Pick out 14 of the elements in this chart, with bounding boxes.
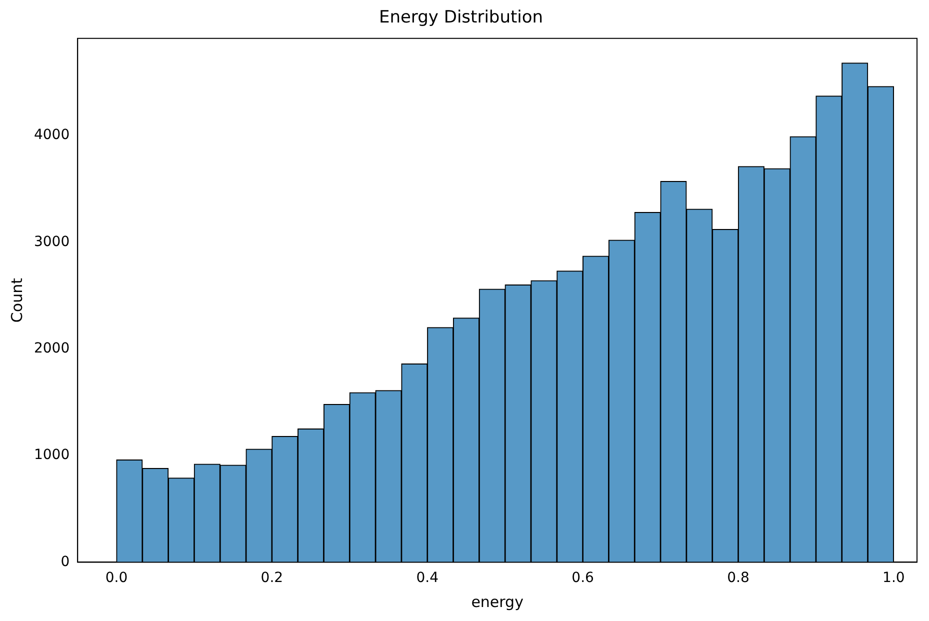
y-tick-label: 3000 [34,234,70,250]
x-axis-title: energy [471,592,524,611]
y-axis-title: Count [8,278,26,323]
x-tick-label: 1.0 [882,570,905,586]
y-tick-label: 0 [60,554,70,570]
chart-title: Energy Distribution [378,8,544,28]
y-tick-label: 2000 [34,340,70,356]
y-tick-label: 4000 [34,127,70,144]
x-tick-label: 0.6 [572,570,594,586]
y-tick-label: 1000 [34,447,70,464]
x-tick-label: 0.8 [727,570,750,586]
x-tick-label: 0.4 [416,570,439,586]
x-tick-label: 0.2 [260,570,284,586]
x-tick-label: 0.0 [105,570,128,586]
